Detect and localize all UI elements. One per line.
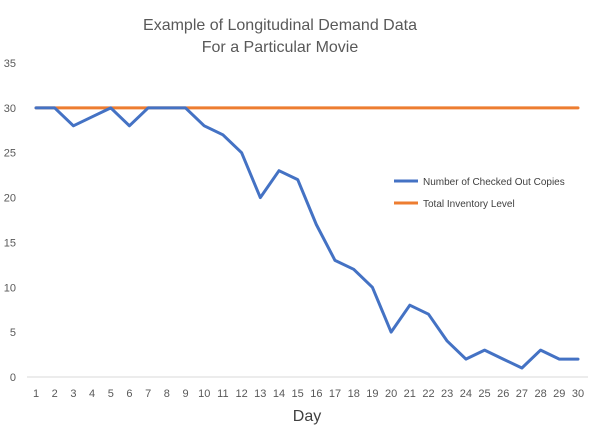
x-tick-label: 10 (198, 388, 210, 400)
x-tick-label: 17 (329, 388, 341, 400)
y-tick-label: 25 (4, 148, 16, 160)
x-tick-label: 7 (145, 388, 151, 400)
x-tick-label: 26 (497, 388, 509, 400)
x-tick-label: 6 (126, 388, 132, 400)
x-tick-label: 16 (310, 388, 322, 400)
x-tick-label: 14 (273, 388, 285, 400)
y-tick-label: 15 (4, 237, 16, 249)
x-tick-label: 5 (108, 388, 114, 400)
x-tick-label: 3 (70, 388, 76, 400)
x-tick-label: 13 (254, 388, 266, 400)
x-tick-label: 4 (89, 388, 95, 400)
y-tick-label: 30 (4, 103, 16, 115)
x-tick-label: 27 (516, 388, 528, 400)
x-tick-label: 11 (217, 388, 228, 400)
chart-title-line-2: For a Particular Movie (202, 39, 359, 56)
x-tick-label: 12 (235, 388, 247, 400)
x-tick-label: 25 (478, 388, 490, 400)
x-tick-label: 19 (366, 388, 378, 400)
x-axis-ticks: 1 2 3 4 5 6 7 8 9 10 11 12 13 14 15 16 17 18 19 20 21 22 23 24 2… (33, 388, 584, 400)
x-tick-label: 8 (164, 388, 170, 400)
legend: Number of Checked Out Copies Total Invent… (394, 177, 565, 210)
legend-label: Total Inventory Level (423, 199, 515, 210)
y-tick-label: 20 (4, 193, 16, 205)
y-tick-label: 5 (10, 327, 16, 339)
series-lines (34, 106, 580, 370)
x-tick-label: 20 (385, 388, 397, 400)
series-line-checked-out-copies (34, 106, 580, 370)
x-tick-label: 9 (182, 388, 188, 400)
y-axis-ticks: 0 5 10 15 20 25 30 35 (4, 58, 16, 384)
x-tick-label: 28 (534, 388, 546, 400)
x-tick-label: 2 (52, 388, 58, 400)
x-tick-label: 21 (404, 388, 416, 400)
x-tick-label: 23 (441, 388, 453, 400)
y-tick-label: 10 (4, 282, 16, 294)
x-tick-label: 30 (572, 388, 584, 400)
x-axis-label: Day (293, 408, 321, 425)
x-tick-label: 15 (292, 388, 304, 400)
y-tick-label: 0 (10, 372, 16, 384)
x-tick-label: 24 (460, 388, 472, 400)
x-tick-label: 29 (553, 388, 565, 400)
x-tick-label: 18 (348, 388, 360, 400)
chart-title-line-1: Example of Longitudinal Demand Data (143, 17, 417, 34)
legend-label: Number of Checked Out Copies (423, 177, 565, 188)
y-tick-label: 35 (4, 58, 16, 70)
x-tick-label: 22 (422, 388, 434, 400)
x-tick-label: 1 (33, 388, 39, 400)
